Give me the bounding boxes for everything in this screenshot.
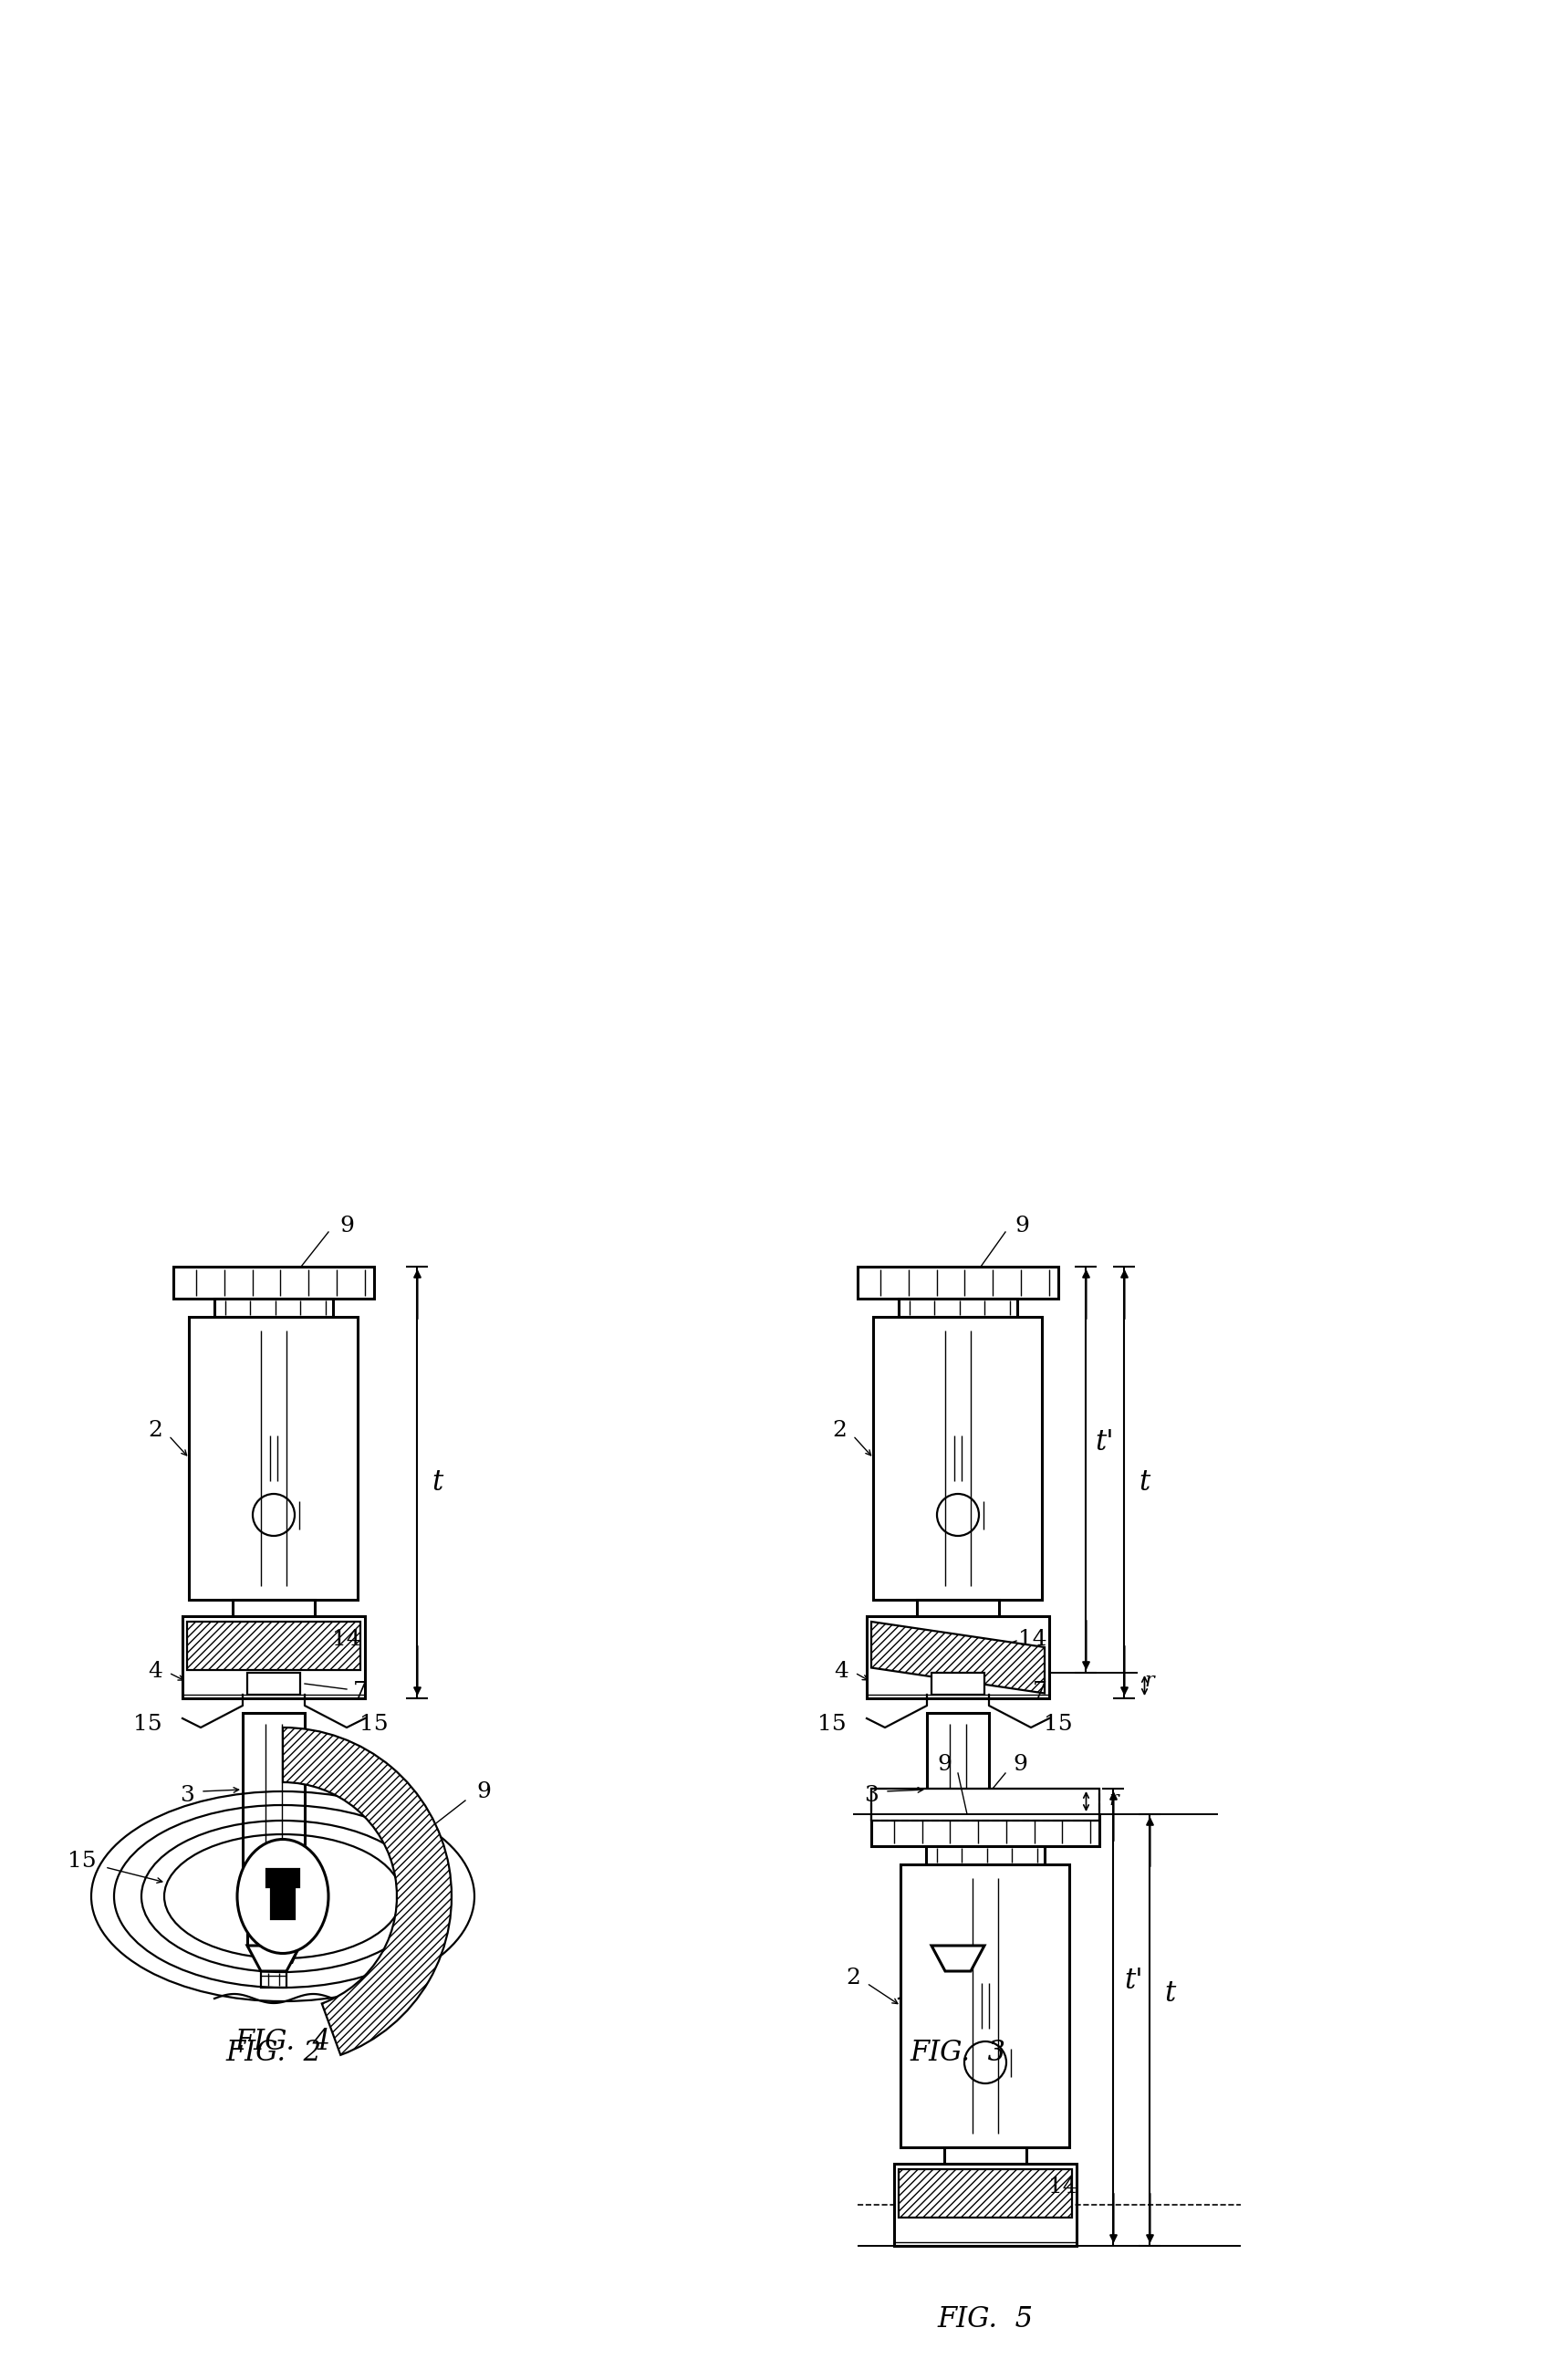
- Text: 14: 14: [332, 1628, 361, 1649]
- Text: 9: 9: [339, 1216, 354, 1235]
- Polygon shape: [267, 1868, 300, 1918]
- Bar: [932, 1673, 985, 1695]
- Text: t': t': [1094, 1428, 1115, 1457]
- Text: 7: 7: [287, 1947, 301, 1968]
- Bar: [189, 1316, 357, 1599]
- Text: 2: 2: [832, 1418, 846, 1440]
- Text: FIG.  5: FIG. 5: [938, 2304, 1033, 2332]
- Polygon shape: [899, 2168, 1072, 2218]
- Bar: [247, 1894, 300, 1944]
- Text: t': t': [1124, 1966, 1143, 1994]
- Wedge shape: [283, 1728, 451, 2054]
- Bar: [926, 1847, 1044, 1864]
- Bar: [916, 1599, 999, 1616]
- Bar: [932, 1894, 985, 1944]
- Text: 4: 4: [148, 1661, 162, 1680]
- Bar: [871, 1814, 1099, 1847]
- Text: 4: 4: [834, 1661, 849, 1680]
- Text: 3: 3: [180, 1785, 194, 1806]
- Text: 9: 9: [1015, 1216, 1029, 1235]
- Text: 9: 9: [1013, 1754, 1027, 1775]
- Bar: [899, 1299, 1018, 1316]
- Text: 15: 15: [133, 1714, 162, 1735]
- Text: 14: 14: [1049, 2175, 1077, 2197]
- Text: 15: 15: [67, 1852, 97, 1873]
- Text: FIG.  3: FIG. 3: [910, 2040, 1005, 2068]
- Text: FIG.  2: FIG. 2: [226, 2040, 322, 2068]
- Text: 9: 9: [476, 1780, 490, 1802]
- Text: 2: 2: [846, 1966, 860, 1987]
- Bar: [927, 1714, 990, 1894]
- Text: 15: 15: [1044, 1714, 1072, 1735]
- Bar: [233, 1599, 315, 1616]
- Text: r: r: [1144, 1671, 1154, 1692]
- Text: r: r: [1108, 1790, 1118, 1809]
- Text: 7: 7: [353, 1680, 367, 1702]
- Bar: [874, 1316, 1043, 1599]
- Polygon shape: [247, 1944, 300, 1971]
- Ellipse shape: [237, 1840, 328, 1954]
- Polygon shape: [187, 1621, 361, 1668]
- Polygon shape: [871, 1621, 1044, 1692]
- Bar: [901, 1864, 1069, 2147]
- Text: 14: 14: [240, 1878, 270, 1897]
- Bar: [242, 1714, 304, 1894]
- Text: 2: 2: [148, 1418, 162, 1440]
- Text: 7: 7: [1033, 1680, 1047, 1702]
- Text: t: t: [432, 1468, 443, 1497]
- Text: FIG.  4: FIG. 4: [234, 2028, 331, 2056]
- Bar: [214, 1299, 332, 1316]
- Text: 15: 15: [818, 1714, 846, 1735]
- Text: 15: 15: [359, 1714, 389, 1735]
- Bar: [894, 2163, 1077, 2247]
- Bar: [944, 1971, 971, 1987]
- Polygon shape: [932, 1944, 985, 1971]
- Bar: [261, 1971, 287, 1987]
- Bar: [944, 2147, 1027, 2163]
- Bar: [183, 1616, 365, 1699]
- Bar: [173, 1266, 375, 1299]
- Bar: [871, 1790, 1099, 1821]
- Text: t: t: [1140, 1468, 1150, 1497]
- Text: 3: 3: [865, 1785, 879, 1806]
- Text: 14: 14: [1018, 1628, 1047, 1649]
- Bar: [247, 1673, 300, 1695]
- Text: t: t: [1165, 1980, 1175, 2009]
- Bar: [866, 1616, 1049, 1699]
- Bar: [857, 1266, 1058, 1299]
- Text: 9: 9: [937, 1754, 952, 1775]
